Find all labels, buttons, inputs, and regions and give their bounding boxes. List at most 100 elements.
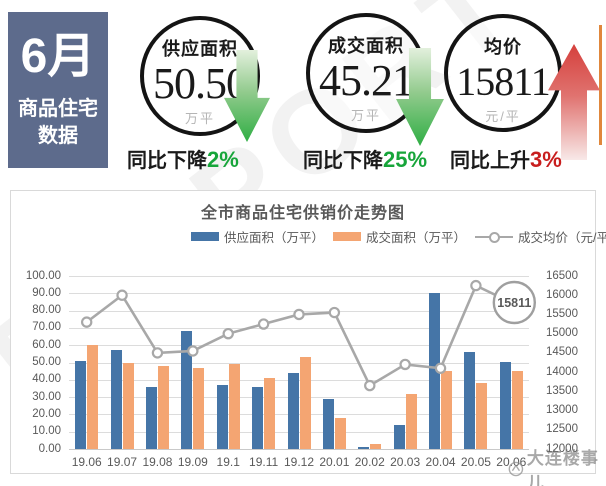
gridline <box>69 276 529 277</box>
trend-price: 同比上升3% <box>450 144 562 173</box>
gridline <box>69 397 529 399</box>
x-axis-label: 19.06 <box>71 455 102 469</box>
price-annotation-value: 15811 <box>497 296 531 310</box>
trend-value: 2% <box>207 147 239 172</box>
line-marker-19.12 <box>293 308 305 321</box>
legend-label: 成交均价（元/平） <box>518 231 606 245</box>
stat-circle-price: 均价 15811 元/平 <box>444 14 562 132</box>
bar-supply-19.09 <box>181 331 193 449</box>
y-axis-label-right: 16500 <box>546 269 578 282</box>
gridline <box>69 449 529 450</box>
y-axis-label-right: 14000 <box>546 365 578 378</box>
x-axis-label: 20.01 <box>319 455 350 469</box>
stat-unit: 元/平 <box>485 109 521 124</box>
bar-supply-20.01 <box>322 398 334 449</box>
bar-transaction-19.06 <box>87 345 99 449</box>
y-axis-label-left: 50.00 <box>32 356 61 368</box>
legend-line-marker-icon <box>475 231 514 243</box>
legend-swatch-orange <box>333 232 362 241</box>
line-marker-19.08 <box>151 347 164 359</box>
price-line <box>85 283 512 388</box>
y-axis-label-right: 15500 <box>546 307 578 320</box>
y-axis-label-right: 12500 <box>546 423 578 436</box>
month-label: 6月 <box>20 30 96 83</box>
x-axis-label: 20.05 <box>460 455 491 469</box>
bar-transaction-20.02 <box>370 443 382 449</box>
line-marker-20.01 <box>328 306 341 319</box>
subtitle-line2: 数据 <box>38 125 78 147</box>
price-annotation-circle <box>492 280 537 325</box>
y-axis-label-left: 70.00 <box>32 321 61 334</box>
bar-transaction-19.11 <box>264 378 276 449</box>
bar-transaction-20.04 <box>441 371 453 449</box>
chart-title: 全市商品住宅供销价走势图 <box>200 205 405 222</box>
bar-transaction-20.06 <box>511 370 523 449</box>
y-axis-label-left: 0.00 <box>38 442 61 455</box>
gridline <box>69 431 529 433</box>
footer-watermark: 大连楼事儿 <box>508 444 606 486</box>
y-axis-label-left: 60.00 <box>32 338 61 351</box>
gridline <box>69 379 529 381</box>
y-axis-label-right: 13500 <box>546 384 578 397</box>
bar-supply-19.06 <box>75 360 87 449</box>
stat-unit: 万平 <box>350 108 381 123</box>
x-axis-label: 19.08 <box>142 455 173 469</box>
bar-transaction-19.1 <box>228 364 240 449</box>
bar-supply-20.02 <box>358 447 370 449</box>
bar-supply-19.07 <box>110 350 122 449</box>
gridline <box>69 345 529 347</box>
bar-transaction-19.09 <box>193 367 205 449</box>
line-marker-19.11 <box>257 318 270 330</box>
footer-logo-icon <box>508 461 524 477</box>
gridline <box>69 327 529 329</box>
x-axis-label: 19.07 <box>107 455 138 469</box>
x-axis-label: 20.04 <box>425 455 456 469</box>
stat-label: 供应面积 <box>162 39 238 59</box>
y-axis-label-left: 80.00 <box>32 304 61 317</box>
legend-item-transaction: 成交面积（万平） <box>333 227 466 246</box>
footer-watermark-text: 大连楼事儿 <box>526 449 599 486</box>
y-axis-label-right: 15000 <box>546 327 578 340</box>
y-axis-label-right: 13000 <box>546 404 578 417</box>
bar-supply-19.11 <box>252 386 264 449</box>
stat-label: 成交面积 <box>328 36 404 56</box>
chart-panel: 全市商品住宅供销价走势图 供应面积（万平） 成交面积（万平） 成交均价（元/平）… <box>10 190 606 474</box>
bar-transaction-20.03 <box>405 393 417 449</box>
bar-transaction-19.07 <box>122 362 134 449</box>
legend-label: 供应面积（万平） <box>224 231 325 245</box>
x-axis-label: 19.09 <box>177 455 208 469</box>
trend-transaction: 同比下降25% <box>303 144 427 173</box>
gridline <box>69 362 529 364</box>
y-axis-label-right: 12000 <box>546 442 578 455</box>
legend-label: 成交面积（万平） <box>366 231 467 245</box>
line-marker-20.02 <box>364 379 376 392</box>
gridline <box>69 414 529 416</box>
line-marker-19.07 <box>116 289 128 301</box>
bar-transaction-20.01 <box>334 417 346 449</box>
x-axis-label: 20.03 <box>390 455 421 469</box>
stat-label: 均价 <box>484 37 522 57</box>
bar-supply-19.08 <box>145 386 157 449</box>
bar-transaction-19.12 <box>299 357 311 449</box>
bar-supply-19.1 <box>216 385 228 449</box>
plot-area: 100.00 90.00 80.00 70.00 60.00 50.00 40.00 30.0… <box>26 270 578 470</box>
decorative-edge-line <box>599 25 602 145</box>
subtitle-line1: 商品住宅 <box>18 98 98 120</box>
x-axis-label: 20.06 <box>496 455 527 469</box>
y-axis-label-left: 40.00 <box>32 373 61 386</box>
trend-value: 3% <box>530 147 562 172</box>
y-axis-label-right: 14500 <box>546 346 578 359</box>
price-line-chart: 15811 <box>80 279 537 392</box>
bar-supply-20.06 <box>499 361 511 449</box>
bar-transaction-19.08 <box>157 365 169 449</box>
bar-supply-19.12 <box>287 372 299 449</box>
y-axis-label-left: 100.00 <box>25 269 61 282</box>
legend-item-supply: 供应面积（万平） <box>191 227 324 246</box>
trend-text: 同比下降 <box>127 150 207 172</box>
trend-value: 25% <box>383 147 428 172</box>
x-axis-label: 19.12 <box>283 455 315 469</box>
x-axis-label: 20.02 <box>354 455 385 469</box>
line-marker-20.03 <box>399 358 411 371</box>
gridline <box>69 293 529 295</box>
